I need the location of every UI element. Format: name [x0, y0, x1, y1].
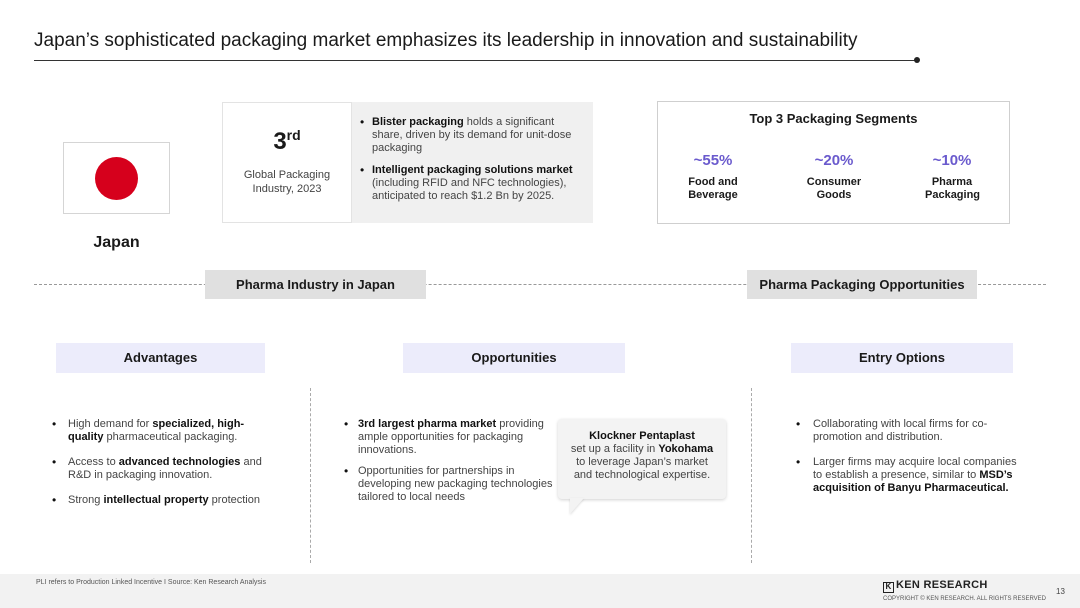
flag-sun-icon: [95, 157, 138, 200]
bullet-bold: Blister packaging: [372, 116, 464, 128]
opportunities-heading: Opportunities: [403, 343, 625, 373]
column-divider: [751, 388, 752, 563]
callout-title: Klockner Pentaplast: [589, 430, 695, 442]
section-pharma-packaging-opportunities: Pharma Packaging Opportunities: [747, 270, 977, 299]
country-name: Japan: [93, 234, 140, 251]
bullet-text: (including RFID and NFC technologies), a…: [372, 177, 567, 202]
callout-body: set up a facility in Yokohama to leverag…: [558, 443, 726, 482]
item-bold: specialized, high-quality: [68, 418, 245, 443]
item-text: and R&D in packaging innovation.: [68, 456, 262, 481]
brand-name: KEN RESEARCH: [896, 579, 988, 591]
ken-logo-icon: K: [883, 582, 894, 593]
klockner-callout: Klockner Pentaplast set up a facility in…: [558, 419, 726, 499]
segment-consumer-goods: ~20% Consumer Goods: [779, 152, 889, 202]
item-bold: MSD’s acquisition of Banyu Pharmaceutica…: [813, 469, 1013, 494]
footer-source-note: PLI refers to Production Linked Incentiv…: [36, 579, 266, 586]
rank-card: 3rd Global Packaging Industry, 2023: [222, 102, 352, 223]
section-pharma-industry: Pharma Industry in Japan: [205, 270, 426, 299]
callout-text: to leverage Japan’s market and technolog…: [573, 456, 711, 481]
list-item: High demand for specialized, high-qualit…: [52, 418, 267, 444]
bullet-text: holds a significant share, driven by its…: [372, 116, 572, 154]
list-item: Strong intellectual property protection: [52, 494, 267, 507]
item-text: Larger firms may acquire local companies…: [813, 456, 1017, 481]
segment-percent: ~20%: [814, 152, 854, 169]
item-text: Collaborating with local firms for co-pr…: [813, 418, 988, 443]
segment-percent: ~10%: [932, 152, 972, 169]
segment-label: Consumer Goods: [806, 176, 862, 201]
item-text: providing ample opportunities for packag…: [358, 418, 544, 456]
item-text: Access to: [68, 456, 119, 468]
rank-suffix: rd: [286, 127, 301, 143]
segment-percent: ~55%: [693, 152, 733, 169]
market-highlights: Blister packaging holds a significant sh…: [352, 102, 593, 223]
item-text: Opportunities for partnerships in develo…: [358, 465, 553, 503]
advantages-list: High demand for specialized, high-qualit…: [52, 418, 267, 507]
page-title: Japan’s sophisticated packaging market e…: [34, 30, 858, 51]
advantages-heading: Advantages: [56, 343, 265, 373]
packaging-segments-card: Top 3 Packaging Segments ~55% Food and B…: [657, 101, 1010, 224]
item-text: pharmaceutical packaging.: [103, 431, 238, 443]
japan-flag-icon: [63, 142, 170, 214]
item-text: Strong: [68, 494, 104, 506]
item-bold: 3rd largest pharma market: [358, 418, 497, 430]
section-divider: [34, 284, 1046, 285]
opportunities-list: 3rd largest pharma market providing ampl…: [344, 418, 554, 504]
rank-number: 3rd: [223, 127, 351, 156]
list-item: 3rd largest pharma market providing ampl…: [344, 418, 554, 457]
page-number: 13: [1056, 587, 1065, 596]
list-item: Opportunities for partnerships in develo…: [344, 465, 554, 504]
list-item: Collaborating with local firms for co-pr…: [796, 418, 1018, 444]
item-bold: advanced technologies: [118, 456, 241, 468]
segment-label: Food and Beverage: [688, 176, 738, 201]
entry-options-heading: Entry Options: [791, 343, 1013, 373]
item-text: protection: [208, 494, 260, 506]
segments-title: Top 3 Packaging Segments: [749, 111, 918, 126]
footer-bar: [0, 574, 1080, 608]
item-text: High demand for: [68, 418, 153, 430]
brand-logo: K KEN RESEARCH: [883, 579, 988, 593]
callout-text: set up a facility in: [570, 443, 659, 455]
callout-tail: [570, 498, 584, 514]
entry-options-list: Collaborating with local firms for co-pr…: [796, 418, 1018, 495]
segment-food-beverage: ~55% Food and Beverage: [658, 152, 768, 202]
list-item: Intelligent packaging solutions market (…: [360, 164, 581, 203]
copyright-text: COPYRIGHT © KEN RESEARCH. ALL RIGHTS RES…: [883, 596, 1047, 602]
title-divider: [34, 60, 917, 61]
callout-bold: Yokohama: [658, 443, 714, 455]
column-divider: [310, 388, 311, 563]
rank-description: Global Packaging Industry, 2023: [243, 169, 331, 195]
item-bold: intellectual property: [103, 494, 209, 506]
rank-value: 3: [273, 128, 287, 155]
title-divider-dot: [914, 57, 920, 63]
list-item: Blister packaging holds a significant sh…: [360, 116, 581, 155]
list-item: Access to advanced technologies and R&D …: [52, 456, 267, 482]
segment-pharma-packaging: ~10% Pharma Packaging: [897, 152, 1007, 202]
list-item: Larger firms may acquire local companies…: [796, 456, 1018, 495]
bullet-bold: Intelligent packaging solutions market: [372, 164, 573, 176]
segment-label: Pharma Packaging: [925, 176, 981, 201]
